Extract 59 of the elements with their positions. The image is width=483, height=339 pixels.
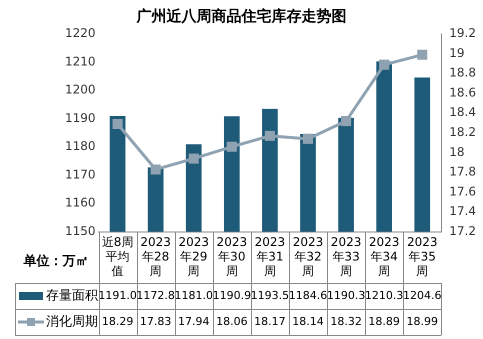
point bbox=[417, 50, 428, 60]
chart-title: 广州近八周商品住宅库存走势图 bbox=[136, 6, 346, 25]
point bbox=[150, 164, 161, 175]
y2-tick-label: 17.8 bbox=[449, 164, 476, 179]
point bbox=[302, 134, 314, 144]
y2-tick-label: 18.8 bbox=[449, 66, 476, 80]
x-tick-label: 2023年33周 bbox=[330, 235, 362, 278]
data-label: 18.89 bbox=[368, 314, 400, 328]
point bbox=[264, 130, 275, 141]
data-label: 18.32 bbox=[330, 314, 362, 328]
y2-tick-label: 18.2 bbox=[449, 125, 476, 140]
x-tick-label: 2023年31周 bbox=[254, 235, 286, 278]
data-label: 18.17 bbox=[254, 314, 286, 328]
data-label: 1184.6 bbox=[288, 288, 328, 302]
y-tick-label: 1180 bbox=[64, 139, 96, 154]
y2-tick-label: 17.2 bbox=[449, 224, 476, 238]
data-label: 1181.0 bbox=[174, 288, 213, 302]
x-tick-label: 2023年29周 bbox=[178, 235, 210, 278]
data-label: 17.94 bbox=[178, 314, 210, 328]
point bbox=[379, 60, 390, 70]
data-label: 18.14 bbox=[292, 314, 324, 328]
data-label: 18.06 bbox=[216, 314, 248, 328]
x-tick-label: 2023年34周 bbox=[368, 235, 400, 278]
data-label: 1210.3 bbox=[364, 288, 404, 302]
x-tick-label: 2023年35周 bbox=[406, 235, 438, 278]
point bbox=[341, 116, 352, 126]
data-label: 1172.8 bbox=[136, 288, 175, 302]
point bbox=[226, 142, 237, 152]
y2-tick-label: 19.2 bbox=[449, 26, 476, 40]
x-tick-label: 2023年30周 bbox=[216, 235, 248, 278]
data-label: 1204.6 bbox=[402, 288, 442, 302]
data-label: 1190.9 bbox=[212, 288, 252, 302]
y-tick-label: 1200 bbox=[64, 82, 96, 97]
data-label: 1193.5 bbox=[250, 288, 290, 302]
y-tick-label: 1160 bbox=[64, 196, 96, 210]
data-label: 1191.0 bbox=[98, 288, 137, 302]
data-label: 1190.3 bbox=[326, 288, 366, 302]
point bbox=[188, 154, 199, 164]
y-tick-label: 1210 bbox=[64, 54, 96, 68]
x-tick-label: 2023年32周 bbox=[292, 235, 324, 278]
y2-tick-label: 17.4 bbox=[449, 204, 476, 218]
y2-tick-label: 18.6 bbox=[449, 85, 476, 100]
text: 单位：万㎡ bbox=[22, 253, 89, 270]
y-tick-label: 1170 bbox=[64, 167, 96, 182]
y-tick-label: 1220 bbox=[64, 26, 96, 40]
legend-label: 消化周期 bbox=[46, 314, 98, 330]
y-tick-label: 1190 bbox=[64, 110, 96, 125]
y-tick-label: 1150 bbox=[64, 224, 96, 238]
legend-label: 存量面积 bbox=[46, 288, 98, 304]
x-tick-label: 近8周平均值 bbox=[102, 235, 134, 278]
y2-tick-label: 19 bbox=[449, 46, 465, 60]
y2-tick-label: 18 bbox=[449, 144, 465, 159]
y2-tick-label: 17.6 bbox=[449, 184, 476, 198]
y2-tick-label: 18.4 bbox=[449, 105, 476, 120]
data-label: 18.29 bbox=[102, 314, 134, 328]
point bbox=[112, 118, 123, 130]
data-label: 17.83 bbox=[140, 314, 172, 328]
data-label: 18.99 bbox=[406, 314, 438, 328]
x-tick-label: 2023年28周 bbox=[140, 235, 171, 278]
